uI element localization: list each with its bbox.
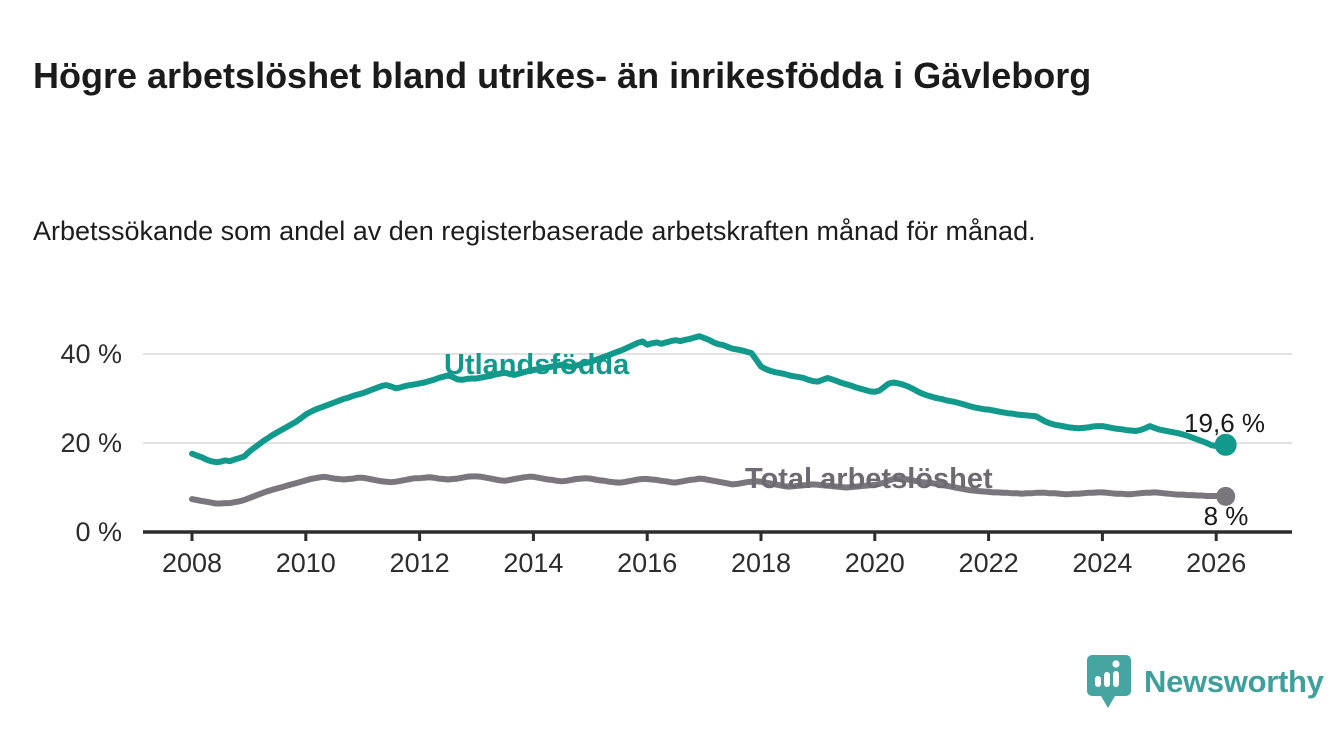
newsworthy-wordmark: Newsworthy [1144, 664, 1324, 699]
end-value-label-utlandsfodda: 19,6 % [1184, 408, 1265, 438]
series-line-1 [189, 473, 1229, 507]
newsworthy-brand: Newsworthy [1086, 654, 1324, 710]
x-tick-label: 2008 [162, 548, 222, 578]
x-tick-label: 2018 [731, 548, 791, 578]
x-tick-label: 2020 [845, 548, 905, 578]
x-tick-label: 2016 [617, 548, 677, 578]
x-tick-label: 2026 [1186, 548, 1246, 578]
x-tick-label: 2012 [390, 548, 450, 578]
line-chart: 2008 2010 2012 2014 2016 2018 2020 2022 2024 2026… [60, 333, 1292, 578]
series-label-utlandsfodda: Utlandsfödda [444, 349, 630, 381]
series-line-0 [189, 333, 1229, 466]
y-tick-label: 0 % [75, 517, 122, 547]
y-tick-label: 40 % [60, 339, 122, 369]
x-tick-label: 2010 [276, 548, 336, 578]
newsworthy-logo-icon [1087, 655, 1131, 708]
series-end-dot-1 [1216, 486, 1236, 506]
series-label-total-arbetsloshet: Total arbetslöshet [745, 463, 993, 495]
x-tick-label: 2022 [959, 548, 1019, 578]
series-end-dot-0 [1214, 433, 1237, 456]
y-tick-label: 20 % [60, 428, 122, 458]
end-value-label-total: 8 % [1203, 501, 1249, 531]
chart-subtitle: Arbetssökande som andel av den registerb… [33, 216, 1036, 246]
page-title: Högre arbetslöshet bland utrikes- än inr… [33, 55, 1092, 97]
x-tick-label: 2024 [1072, 548, 1132, 578]
x-tick-label: 2014 [503, 548, 563, 578]
